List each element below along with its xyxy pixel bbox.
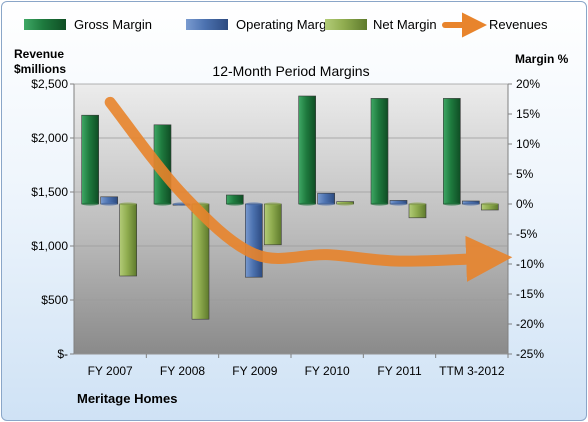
right-tick-label: -10% (516, 257, 544, 271)
left-axis-title-line1: Revenue (14, 47, 64, 61)
bar-cap-gross-margin (298, 202, 316, 206)
bar-net-margin (408, 203, 427, 219)
bar-gross-margin (370, 98, 389, 205)
bar-cap-net-margin (264, 202, 282, 206)
right-tick-label: -20% (516, 317, 544, 331)
legend-label-gross-margin: Gross Margin (74, 17, 152, 32)
left-tick-label: $500 (41, 293, 68, 307)
legend-label-revenues: Revenues (489, 17, 548, 32)
right-tick-label: 0% (516, 197, 534, 211)
bar-net-margin (119, 203, 137, 277)
category-label: FY 2010 (305, 364, 350, 378)
legend: Gross Margin Operating Margin Net Margin… (24, 12, 548, 38)
revenues-arrow (104, 96, 513, 282)
left-tick-label: $1,500 (31, 185, 68, 199)
chart-title: 12-Month Period Margins (212, 63, 369, 79)
bar-cap-net-margin (481, 202, 499, 206)
bar-cap-net-margin (409, 202, 426, 206)
tick-labels: $- $500 $1,000 $1,500 $2,000 $2,500 -25% -20% -1… (31, 77, 544, 378)
bar-cap-operating-margin (317, 202, 335, 206)
right-tick-label: 5% (516, 167, 534, 181)
legend-label-net-margin: Net Margin (373, 17, 437, 32)
right-tick-label: -5% (516, 227, 538, 241)
bar-gross-margin (298, 95, 316, 205)
bar-gross-margin (443, 98, 461, 205)
bar-net-margin (264, 203, 282, 246)
bar-cap-gross-margin (443, 202, 461, 206)
bar-cap-operating-margin (462, 202, 480, 206)
category-label: FY 2009 (232, 364, 277, 378)
left-tick-label: $2,000 (31, 131, 68, 145)
legend-swatch-operating-margin (186, 19, 228, 30)
legend-swatch-net-margin (325, 19, 367, 30)
left-tick-label: $2,500 (31, 77, 68, 91)
plot-area (74, 84, 508, 354)
right-tick-label: 15% (516, 107, 540, 121)
bar-gross-margin (81, 114, 99, 205)
right-tick-label: -15% (516, 287, 544, 301)
revenue-arrow-layer (104, 96, 513, 282)
right-tick-label: 20% (516, 77, 540, 91)
category-label: FY 2007 (88, 364, 133, 378)
left-tick-label: $1,000 (31, 239, 68, 253)
bar-operating-margin (317, 192, 335, 205)
company-name: Meritage Homes (77, 391, 177, 406)
bar-cap-gross-margin (371, 202, 388, 206)
bar-cap-net-margin (336, 202, 354, 206)
bar-operating-margin (245, 203, 263, 278)
category-label: FY 2008 (160, 364, 205, 378)
bar-cap-operating-margin (390, 202, 407, 206)
left-axis-title-line2: $millions (14, 62, 66, 76)
right-axis-title: Margin % (515, 52, 569, 66)
left-tick-label: $- (57, 347, 68, 361)
bar-cap-gross-margin (81, 202, 99, 206)
category-label: TTM 3-2012 (439, 364, 505, 378)
right-tick-label: 10% (516, 137, 540, 151)
right-tick-label: -25% (516, 347, 544, 361)
bar-cap-gross-margin (154, 202, 171, 206)
legend-label-operating-margin: Operating Margin (236, 17, 336, 32)
bar-cap-operating-margin (100, 202, 118, 206)
bar-cap-operating-margin (245, 202, 263, 206)
bar-cap-net-margin (119, 202, 137, 206)
category-label: FY 2011 (377, 364, 422, 378)
legend-swatch-gross-margin (24, 19, 66, 30)
bar-cap-gross-margin (226, 202, 244, 206)
